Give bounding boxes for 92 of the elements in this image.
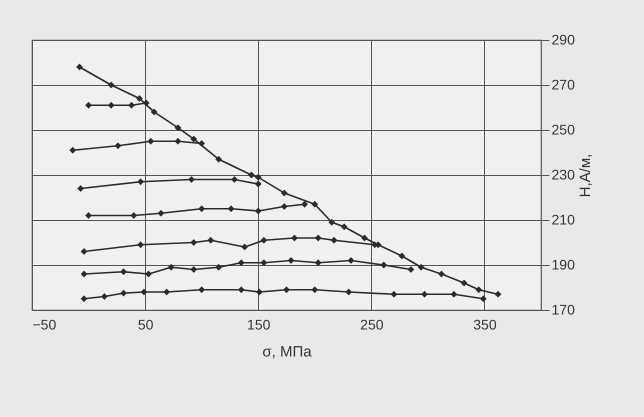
point [198, 205, 206, 212]
point [231, 176, 238, 183]
point [345, 288, 352, 296]
y-tick-label: 250 [552, 122, 576, 138]
y-tick-label: 210 [552, 212, 576, 228]
point [260, 259, 268, 266]
y-tick-label: 230 [552, 166, 576, 182]
point [136, 95, 143, 102]
point [314, 234, 322, 242]
point [328, 218, 336, 226]
point [248, 172, 255, 178]
point [150, 108, 158, 116]
point [85, 102, 92, 109]
point [450, 290, 458, 298]
point [254, 174, 262, 181]
point [174, 124, 182, 132]
point [147, 138, 154, 145]
point [120, 290, 127, 296]
point [168, 264, 174, 271]
point [314, 259, 322, 266]
y-tick-label: 190 [552, 256, 576, 272]
point [480, 295, 487, 302]
point [283, 286, 290, 294]
point [418, 264, 424, 271]
point [340, 223, 348, 230]
point [421, 290, 428, 298]
point [108, 102, 115, 109]
point [288, 257, 294, 264]
point [348, 257, 354, 264]
x-tick-label: 250 [360, 316, 384, 332]
point [80, 248, 88, 255]
point [330, 236, 338, 244]
point [190, 136, 198, 142]
point [460, 280, 468, 286]
point [120, 268, 127, 276]
point [390, 290, 398, 298]
point [188, 176, 195, 183]
point [76, 64, 83, 70]
point [80, 295, 88, 302]
y-axis-title: H,А/м, [576, 154, 594, 198]
point [280, 190, 288, 196]
point [137, 241, 144, 248]
x-axis-title: σ, МПа [262, 344, 312, 360]
point [198, 140, 206, 147]
point [158, 210, 164, 217]
point [475, 286, 482, 294]
x-tick-label: −50 [32, 316, 56, 332]
point [190, 266, 198, 273]
point [69, 146, 76, 154]
y-tick-label: 290 [552, 32, 576, 48]
x-tick-label: 50 [138, 316, 154, 332]
point [137, 178, 144, 186]
point [190, 239, 198, 246]
point [301, 200, 308, 208]
point [238, 286, 245, 294]
x-tick-label: 350 [473, 316, 497, 332]
point [291, 234, 298, 242]
point [174, 138, 182, 145]
y-tick-label: 170 [552, 302, 576, 318]
point [77, 185, 84, 192]
x-tick-label: 150 [247, 316, 271, 332]
point [311, 286, 318, 294]
point [494, 290, 502, 298]
point [438, 270, 445, 278]
point [238, 259, 245, 266]
y-tick-label: 270 [552, 76, 576, 92]
point [361, 234, 368, 242]
point [128, 102, 135, 109]
point [198, 286, 206, 294]
point [254, 208, 262, 214]
point [108, 82, 115, 88]
point [215, 156, 222, 163]
point [280, 203, 288, 210]
point [85, 212, 92, 219]
point [241, 244, 248, 250]
point [163, 288, 170, 296]
point [207, 236, 214, 244]
point [254, 180, 262, 188]
point [80, 270, 88, 278]
point [256, 288, 263, 296]
point [215, 264, 222, 271]
point [228, 205, 234, 212]
point [140, 288, 148, 296]
point [398, 252, 406, 260]
point [130, 212, 138, 219]
point [380, 262, 388, 268]
point [101, 293, 108, 300]
point [114, 142, 122, 150]
point [408, 266, 414, 273]
point [145, 270, 152, 278]
point [311, 200, 318, 208]
point [260, 236, 268, 244]
